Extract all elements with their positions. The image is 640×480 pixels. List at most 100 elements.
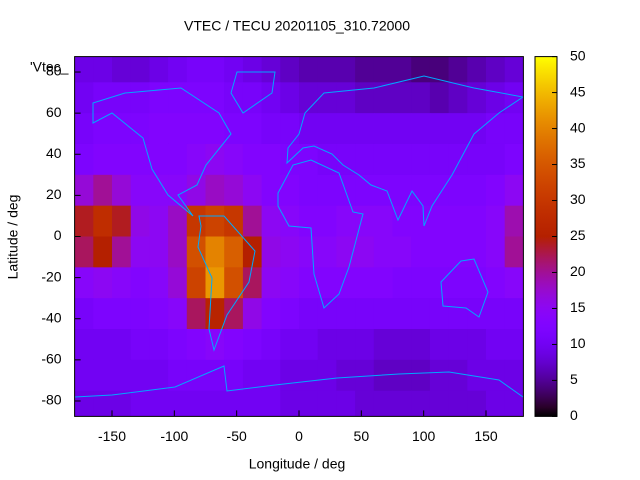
colorbar-tick-label: 5 [570,371,578,387]
heatmap-cell [411,236,431,268]
heatmap-cell [429,359,450,392]
heatmap-cell [486,205,506,237]
heatmap-cell [373,359,393,392]
heatmap-cell [186,236,206,268]
heatmap-cell [467,298,487,330]
heatmap-cell [299,56,319,83]
heatmap-cell [448,205,468,237]
heatmap-cell [486,236,506,268]
heatmap-cell [504,113,524,145]
heatmap-cell [112,82,132,114]
heatmap-cell [280,267,300,299]
heatmap-cell [448,359,468,392]
heatmap-cell [429,205,450,237]
heatmap-cell [261,390,281,417]
y-tick-label: -20 [41,268,61,284]
heatmap-cell [504,390,524,417]
heatmap-cell [411,298,431,330]
heatmap-cell [224,56,244,83]
heatmap-cell [224,390,244,417]
coastline [277,159,364,309]
heatmap-cell [317,390,337,417]
heatmap-cell [299,359,319,392]
heatmap-cell [299,236,319,268]
heatmap-cell [392,390,412,417]
heatmap-cell [74,390,94,417]
heatmap-cell [317,205,337,237]
heatmap-cell [299,143,319,176]
heatmap-cell [242,113,263,145]
coastlines [74,71,524,398]
heatmap-cell [392,143,412,176]
heatmap-cell [448,236,468,268]
heatmap-cell [168,329,188,361]
heatmap-cell [336,56,356,83]
heatmap-cell [112,267,132,299]
heatmap-cell [336,390,356,417]
heatmap-cell [411,205,431,237]
heatmap-cell [317,329,337,361]
heatmap-cell [299,267,319,299]
heatmap-cell [168,205,188,237]
heatmap-cell [411,82,431,114]
heatmap-cell [242,359,263,392]
heatmap-cell [168,298,188,330]
heatmap-cell [186,174,206,207]
heatmap-cell [317,82,337,114]
heatmap-cell [355,113,375,145]
heatmap-cell [336,298,356,330]
heatmap-cell [504,236,524,268]
colorbar-tick-label: 45 [570,83,586,99]
heatmap-cell [74,82,94,114]
heatmap-cell [205,298,225,330]
heatmap-cell [93,236,113,268]
heatmap-cell [392,174,412,207]
heatmap-cell [486,56,506,83]
heatmap-cell [373,267,393,299]
heatmap-cell [299,390,319,417]
heatmap-cell [467,236,487,268]
heatmap-cell [205,56,225,83]
heatmap-cell [93,143,113,176]
heatmap-cell [149,205,169,237]
heatmap-cell [355,236,375,268]
heatmap-cell [224,329,244,361]
heatmap-cell [93,298,113,330]
heatmap-cell [224,143,244,176]
heatmap-cell [411,143,431,176]
heatmap-cell [205,359,225,392]
heatmap-cell [261,56,281,83]
x-tick-label: 50 [354,428,370,444]
heatmap-cell [317,56,337,83]
heatmap-cell [280,390,300,417]
heatmap-cell [74,113,94,145]
heatmap-cell [205,205,225,237]
heatmap-cell [112,113,132,145]
heatmap-cell [486,298,506,330]
heatmap-cell [280,56,300,83]
heatmap-cell [261,359,281,392]
heatmap-cell [299,82,319,114]
heatmap-cell [448,267,468,299]
heatmap-cell [299,174,319,207]
legend-label: 'Vtec_ [30,59,69,75]
heatmap-cell [74,267,94,299]
heatmap-cell [149,390,169,417]
heatmap-cell [112,205,132,237]
heatmap-cell [429,82,450,114]
heatmap-cell [168,267,188,299]
heatmap-cell [74,329,94,361]
heatmap-cell [261,329,281,361]
heatmap-cell [336,267,356,299]
heatmap-cell [355,143,375,176]
heatmap-cell [186,390,206,417]
heatmap-cell [168,174,188,207]
heatmap-cell [74,56,94,83]
heatmap-cell [130,56,150,83]
heatmap-cell [149,143,169,176]
heatmap-cell [149,236,169,268]
heatmap-cell [299,205,319,237]
heatmap-cell [467,56,487,83]
heatmap-cell [242,143,263,176]
heatmap-cell [336,113,356,145]
